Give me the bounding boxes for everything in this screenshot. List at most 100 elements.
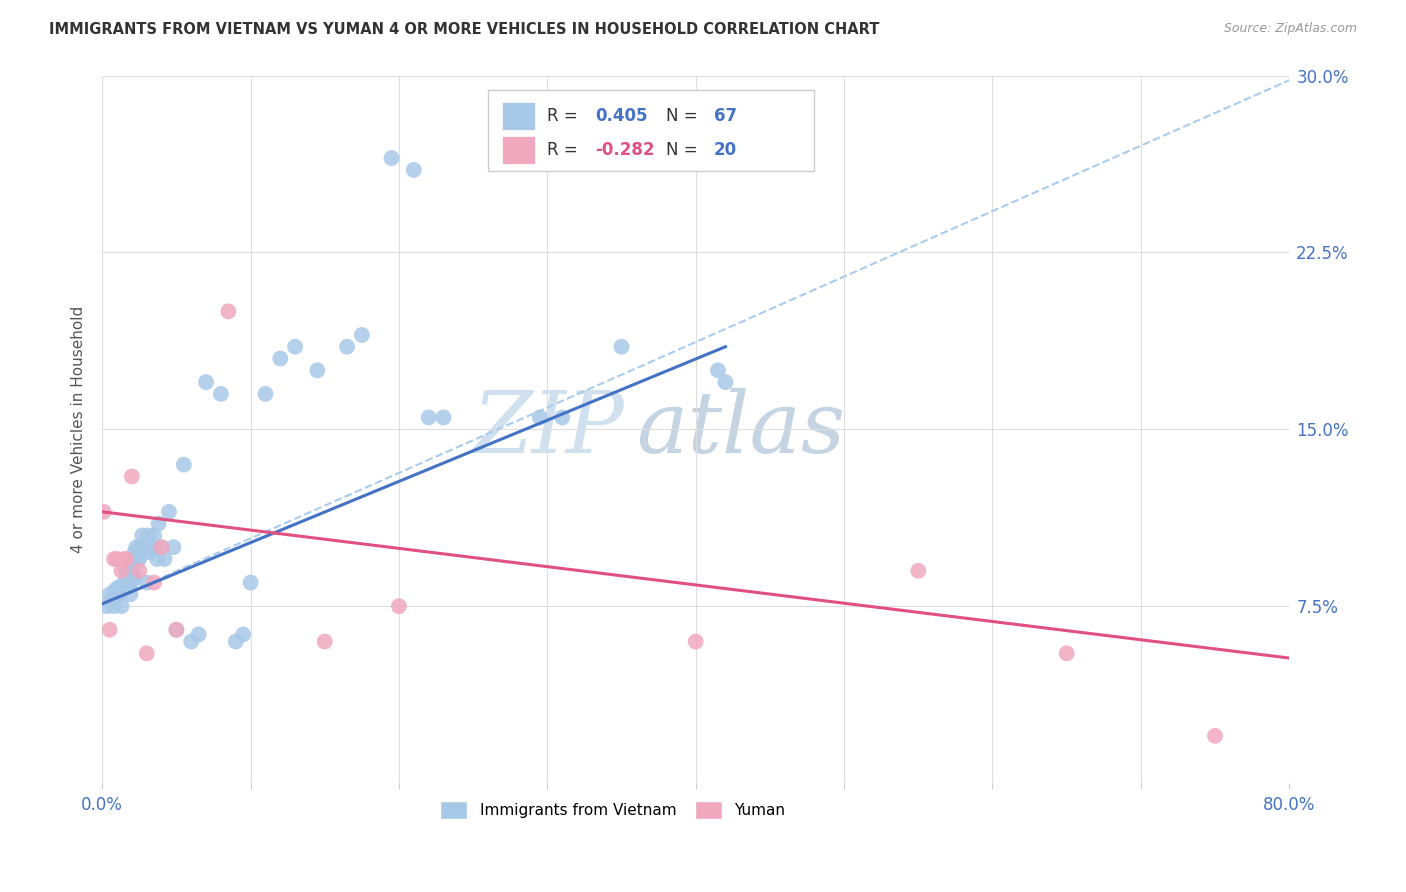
- Point: [110, 599, 132, 614]
- Point: [209, 387, 232, 401]
- Point: [117, 575, 139, 590]
- Point: [115, 564, 138, 578]
- Text: 0.405: 0.405: [595, 107, 647, 125]
- Point: [136, 528, 159, 542]
- Point: [105, 552, 128, 566]
- Point: [101, 592, 124, 607]
- Point: [138, 545, 160, 559]
- Point: [128, 540, 150, 554]
- Text: atlas: atlas: [637, 388, 845, 471]
- Point: [118, 580, 141, 594]
- Text: 67: 67: [713, 107, 737, 125]
- Point: [118, 568, 141, 582]
- Point: [121, 573, 143, 587]
- Point: [135, 646, 157, 660]
- Legend: Immigrants from Vietnam, Yuman: Immigrants from Vietnam, Yuman: [434, 795, 792, 825]
- Point: [239, 575, 262, 590]
- Point: [284, 340, 307, 354]
- Point: [714, 375, 737, 389]
- Point: [180, 634, 202, 648]
- Point: [350, 327, 373, 342]
- Point: [225, 634, 247, 648]
- Point: [127, 552, 149, 566]
- Point: [418, 410, 440, 425]
- Point: [1204, 729, 1226, 743]
- Text: -0.282: -0.282: [595, 141, 654, 159]
- Point: [432, 410, 454, 425]
- Point: [131, 528, 153, 542]
- Point: [707, 363, 730, 377]
- Point: [380, 151, 402, 165]
- Point: [314, 634, 336, 648]
- Point: [107, 580, 129, 594]
- Point: [165, 623, 187, 637]
- Point: [120, 587, 142, 601]
- Text: N =: N =: [666, 141, 703, 159]
- Point: [111, 582, 134, 597]
- Point: [336, 340, 359, 354]
- Point: [110, 564, 132, 578]
- Point: [685, 634, 707, 648]
- Point: [551, 410, 574, 425]
- Point: [217, 304, 239, 318]
- Point: [150, 540, 173, 554]
- Point: [122, 557, 145, 571]
- Point: [128, 552, 150, 566]
- Text: R =: R =: [547, 141, 583, 159]
- Point: [121, 564, 143, 578]
- Text: IMMIGRANTS FROM VIETNAM VS YUMAN 4 OR MORE VEHICLES IN HOUSEHOLD CORRELATION CHA: IMMIGRANTS FROM VIETNAM VS YUMAN 4 OR MO…: [49, 22, 880, 37]
- Point: [135, 575, 157, 590]
- Point: [114, 575, 136, 590]
- Point: [104, 582, 127, 597]
- Y-axis label: 4 or more Vehicles in Household: 4 or more Vehicles in Household: [72, 306, 86, 553]
- Point: [610, 340, 633, 354]
- FancyBboxPatch shape: [488, 90, 814, 171]
- Point: [254, 387, 277, 401]
- Point: [134, 545, 156, 559]
- Point: [269, 351, 291, 366]
- Point: [173, 458, 195, 472]
- Point: [141, 540, 163, 554]
- Point: [93, 505, 115, 519]
- Point: [153, 552, 176, 566]
- Point: [129, 545, 152, 559]
- Point: [121, 469, 143, 483]
- Point: [148, 516, 170, 531]
- Point: [98, 587, 121, 601]
- Point: [162, 540, 184, 554]
- Point: [98, 623, 121, 637]
- Text: N =: N =: [666, 107, 703, 125]
- Point: [157, 505, 180, 519]
- Text: ZIP: ZIP: [472, 388, 624, 471]
- Point: [108, 587, 131, 601]
- Text: 20: 20: [713, 141, 737, 159]
- Point: [1056, 646, 1078, 660]
- Point: [114, 552, 136, 566]
- Point: [143, 528, 166, 542]
- Point: [124, 571, 146, 585]
- Bar: [502, 102, 536, 130]
- Point: [125, 540, 148, 554]
- Point: [103, 552, 125, 566]
- Point: [146, 552, 169, 566]
- Point: [143, 575, 166, 590]
- Point: [187, 627, 209, 641]
- Point: [105, 587, 128, 601]
- Bar: [502, 136, 536, 164]
- Point: [124, 545, 146, 559]
- Point: [195, 375, 218, 389]
- Point: [165, 623, 187, 637]
- Point: [96, 599, 118, 614]
- Point: [132, 540, 155, 554]
- Point: [128, 564, 150, 578]
- Point: [115, 552, 138, 566]
- Point: [307, 363, 329, 377]
- Point: [529, 410, 551, 425]
- Point: [115, 580, 138, 594]
- Point: [907, 564, 929, 578]
- Point: [120, 575, 142, 590]
- Point: [232, 627, 254, 641]
- Point: [388, 599, 411, 614]
- Point: [150, 540, 173, 554]
- Point: [122, 568, 145, 582]
